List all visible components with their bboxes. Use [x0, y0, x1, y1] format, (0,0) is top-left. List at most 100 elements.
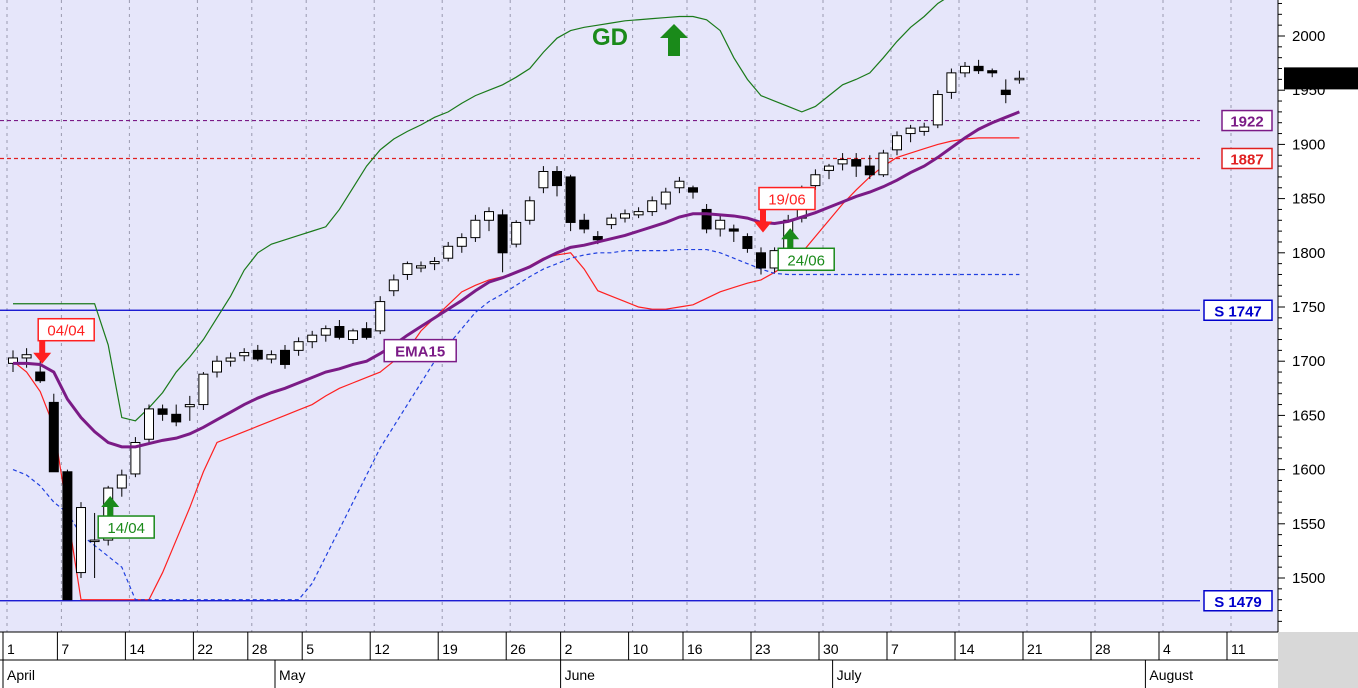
candle: [905, 127, 916, 135]
candle: [76, 507, 86, 574]
candle: [334, 326, 345, 338]
candle: [266, 354, 277, 360]
candle: [416, 265, 426, 269]
candle: [701, 208, 712, 230]
y-tick-label: 1750: [1292, 299, 1325, 316]
ema-line: EMA15: [13, 110, 1020, 449]
candle: [293, 341, 304, 351]
x-tick-label: 7: [891, 641, 899, 657]
grid: [6, 0, 1232, 632]
x-tick-label: 14: [959, 641, 975, 657]
x-tick-label: 4: [1163, 641, 1171, 657]
x-tick-label: 2: [565, 641, 573, 657]
candle: [1000, 89, 1011, 96]
x-tick-label: 30: [823, 641, 839, 657]
candle: [443, 245, 454, 259]
y-tick-label: 1700: [1292, 353, 1325, 370]
candle: [565, 176, 576, 223]
signal-label-box: [37, 317, 95, 342]
x-tick-label: 21: [1027, 641, 1043, 657]
y-tick-label: 1800: [1292, 245, 1325, 262]
signal-label-box: [97, 515, 155, 539]
candle: [892, 135, 902, 151]
month-label: April: [7, 667, 35, 683]
x-tick-label: 19: [442, 641, 458, 657]
x-tick-label: 26: [510, 641, 526, 657]
y-tick-label: 1500: [1292, 570, 1325, 587]
candle: [824, 165, 834, 171]
x-tick-label: 7: [61, 641, 69, 657]
candle: [810, 174, 821, 187]
candle: [864, 165, 875, 176]
signal-label-box: [777, 247, 835, 272]
last-price-label: 1960.90: [1289, 71, 1343, 88]
x-tick-label: 12: [374, 641, 390, 657]
y-tick-label: 1550: [1292, 516, 1325, 533]
candle: [511, 221, 522, 245]
candle: [715, 219, 726, 230]
x-tick-label: 16: [687, 641, 703, 657]
trailing-stop-line: [12, 248, 1020, 601]
candle: [35, 371, 46, 382]
x-tick-label: 1: [7, 641, 15, 657]
signal-label: 14/04: [107, 520, 145, 537]
month-label: July: [837, 667, 862, 683]
candle: [21, 354, 32, 359]
level-label: 1887: [1230, 151, 1263, 168]
candle: [973, 65, 984, 72]
signal-annotations: 04/04 14/04 19/06 24/06: [33, 186, 835, 539]
candle: [198, 373, 209, 406]
axis-corner: [1278, 632, 1358, 688]
candle: [456, 237, 467, 247]
candle: [674, 180, 685, 189]
candle: [960, 65, 970, 74]
y-tick-label: 2000: [1292, 28, 1325, 45]
x-tick-label: 10: [633, 641, 649, 657]
upper-band-line: [13, 0, 945, 422]
candle: [1014, 77, 1025, 81]
candle: [375, 301, 386, 332]
x-tick-label: 28: [252, 641, 268, 657]
candle: [348, 330, 358, 341]
month-label: June: [565, 667, 596, 683]
candles: [8, 59, 1025, 601]
ema15-line: [13, 110, 1020, 449]
y-tick-label: 1850: [1292, 191, 1325, 208]
plot-background: [0, 0, 1278, 632]
candle: [688, 187, 698, 193]
candle: [647, 200, 658, 213]
level-label-box: [1203, 590, 1273, 612]
month-label: May: [279, 667, 305, 683]
y-tick-label: 1900: [1292, 136, 1325, 153]
ema-label: EMA15: [395, 344, 445, 361]
candle: [144, 408, 154, 440]
x-tick-label: 5: [306, 641, 314, 657]
candle: [552, 171, 562, 187]
candle: [606, 217, 617, 226]
signal-label-box: [758, 186, 816, 211]
candle: [660, 191, 671, 205]
candle: [878, 152, 889, 176]
candle: [756, 252, 766, 269]
level-label-box: [1221, 147, 1273, 170]
candle: [620, 213, 630, 219]
candle: [307, 334, 318, 343]
candle: [633, 211, 644, 216]
candle: [116, 474, 127, 489]
signal-label: 19/06: [768, 192, 806, 209]
y-tick-label: 1600: [1292, 462, 1325, 479]
candle: [932, 94, 943, 126]
candle: [361, 328, 372, 338]
candle: [851, 159, 862, 167]
x-tick-label: 28: [1095, 641, 1111, 657]
month-label: August: [1149, 667, 1193, 683]
chart-title: GD: [592, 24, 628, 51]
candle: [837, 159, 848, 165]
candle: [742, 236, 753, 249]
up-arrow-icon: [101, 496, 120, 520]
x-tick-label: 23: [755, 641, 771, 657]
candle: [524, 200, 535, 221]
candle: [579, 219, 590, 230]
level-label-box: [1221, 109, 1273, 132]
